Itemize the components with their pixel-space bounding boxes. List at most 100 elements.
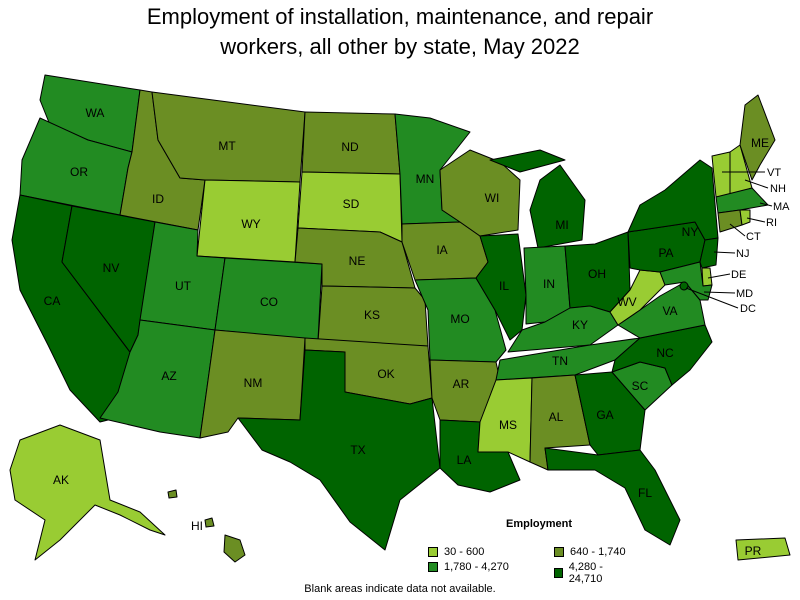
label-DC: DC	[740, 303, 756, 315]
label-AK: AK	[53, 473, 69, 487]
footnote: Blank areas indicate data not available.	[304, 583, 496, 595]
state-HI[interactable]	[167, 489, 246, 563]
label-OH: OH	[588, 267, 606, 281]
state-labels: WA OR CA NV ID MT WY UT AZ CO NM ND SD N…	[44, 106, 769, 500]
label-ID: ID	[152, 192, 164, 206]
state-MT[interactable]	[151, 91, 306, 183]
label-TX: TX	[350, 443, 365, 457]
state-IL[interactable]	[475, 233, 527, 341]
legend-swatch-4	[554, 568, 563, 578]
legend-swatch-1	[428, 547, 438, 557]
label-PR: PR	[745, 544, 762, 558]
label-DE: DE	[731, 269, 746, 281]
legend-title: Employment	[506, 518, 573, 530]
state-MI[interactable]	[489, 149, 586, 249]
state-NY[interactable]	[627, 159, 719, 241]
label-PA: PA	[658, 246, 673, 260]
legend-item-1: 30 - 600	[428, 546, 484, 558]
leader-CT	[729, 223, 746, 237]
label-UT: UT	[175, 279, 192, 293]
label-MA: MA	[773, 201, 790, 213]
state-KS[interactable]	[317, 285, 429, 347]
leader-RI	[746, 217, 766, 223]
leader-NH	[744, 179, 769, 189]
label-AR: AR	[453, 377, 470, 391]
leader-DE	[707, 273, 731, 279]
label-NJ: NJ	[736, 248, 749, 260]
state-CT[interactable]	[717, 209, 743, 233]
label-TN: TN	[552, 354, 568, 368]
state-WI[interactable]	[439, 149, 521, 237]
label-VT: VT	[767, 167, 781, 179]
label-GA: GA	[596, 408, 613, 422]
label-NH: NH	[770, 183, 786, 195]
state-TX[interactable]	[237, 349, 441, 551]
label-MN: MN	[416, 172, 435, 186]
leader-MD	[703, 291, 736, 294]
leader-NJ	[713, 251, 736, 254]
leader-MA	[759, 202, 773, 207]
label-KY: KY	[572, 318, 588, 332]
label-IN: IN	[543, 277, 555, 291]
label-IL: IL	[499, 279, 509, 293]
label-OK: OK	[377, 367, 394, 381]
label-SC: SC	[632, 379, 649, 393]
label-IA: IA	[436, 243, 447, 257]
state-MA[interactable]	[715, 187, 769, 214]
state-AK[interactable]	[9, 424, 166, 561]
label-WI: WI	[485, 191, 500, 205]
state-NJ[interactable]	[699, 237, 719, 269]
label-NE: NE	[349, 254, 366, 268]
label-WY: WY	[241, 217, 260, 231]
label-MS: MS	[499, 418, 517, 432]
leader-DC	[685, 287, 739, 309]
label-CA: CA	[44, 294, 61, 308]
label-NV: NV	[103, 261, 120, 275]
map-title-line1: Employment of installation, maintenance,…	[146, 4, 654, 29]
legend-label-3: 1,780 - 4,270	[444, 561, 509, 573]
map-title-line2: workers, all other by state, May 2022	[220, 34, 580, 59]
label-ND: ND	[341, 140, 359, 154]
legend-label-2: 640 - 1,740	[570, 546, 626, 558]
label-RI: RI	[766, 217, 777, 229]
state-DE[interactable]	[701, 267, 713, 287]
label-WA: WA	[86, 106, 105, 120]
legend-swatch-3	[428, 562, 438, 572]
label-AL: AL	[549, 410, 564, 424]
state-RI[interactable]	[739, 209, 751, 226]
label-VA: VA	[662, 304, 677, 318]
label-WV: WV	[617, 295, 636, 309]
legend-swatch-2	[554, 547, 564, 557]
label-AZ: AZ	[161, 369, 176, 383]
legend-label-1: 30 - 600	[444, 546, 485, 558]
callout-lines	[685, 171, 773, 309]
label-CT: CT	[746, 231, 761, 243]
label-FL: FL	[638, 486, 652, 500]
label-NC: NC	[656, 346, 674, 360]
state-PR[interactable]	[735, 537, 791, 561]
legend-label-4: 4,280 - 24,710	[568, 561, 603, 585]
label-NY: NY	[682, 225, 699, 239]
state-VT[interactable]	[711, 151, 731, 198]
legend: Employment 30 - 600 640 - 1,740 1,780 - …	[428, 518, 628, 585]
legend-item-2: 640 - 1,740	[554, 546, 626, 558]
label-MO: MO	[450, 312, 469, 326]
label-KS: KS	[364, 308, 380, 322]
label-MT: MT	[218, 139, 236, 153]
label-MI: MI	[555, 218, 568, 232]
label-LA: LA	[457, 453, 472, 467]
label-CO: CO	[260, 295, 278, 309]
callout-labels: VT NH MA RI CT NJ DE MD DC AK HI PR	[53, 167, 790, 558]
state-FL[interactable]	[544, 447, 681, 546]
label-SD: SD	[343, 197, 360, 211]
label-NM: NM	[244, 376, 263, 390]
label-ME: ME	[751, 136, 769, 150]
label-HI: HI	[191, 519, 203, 533]
state-MD[interactable]	[659, 261, 713, 301]
state-ME[interactable]	[739, 94, 776, 181]
legend-item-3: 1,780 - 4,270	[428, 561, 509, 573]
map-title: Employment of installation, maintenance,…	[0, 2, 800, 62]
legend-item-4: 4,280 - 24,710	[554, 561, 628, 585]
label-MD: MD	[736, 288, 753, 300]
